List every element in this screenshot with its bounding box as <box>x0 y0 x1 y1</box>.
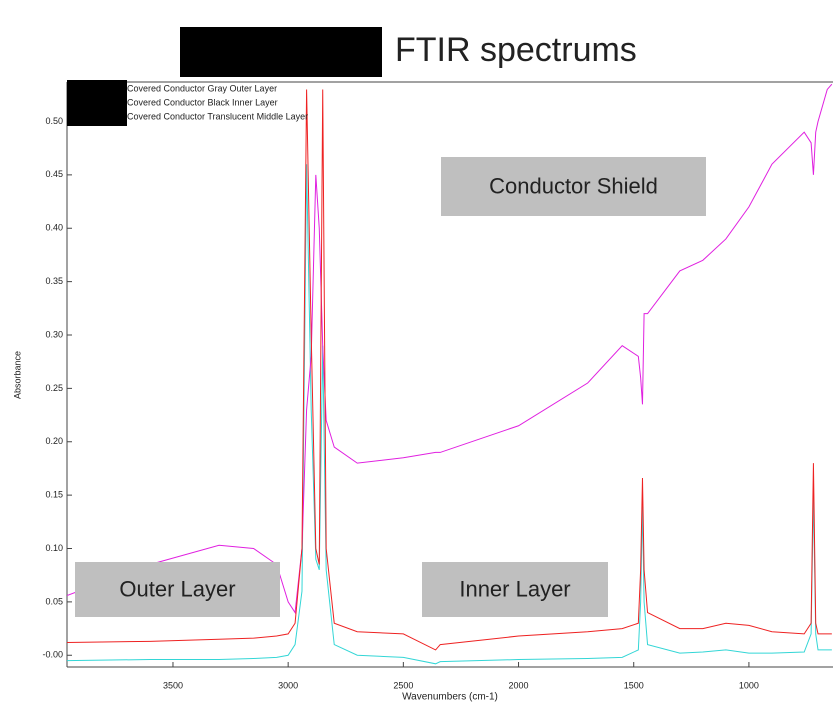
series-line <box>67 83 833 615</box>
y-tick-label: 0.35 <box>45 276 63 286</box>
x-tick-label: 2000 <box>509 680 529 690</box>
x-axis-label: Wavenumbers (cm-1) <box>402 692 498 703</box>
x-tick-label: 1000 <box>739 680 759 690</box>
legend-entry: Covered Conductor Black Inner Layer <box>127 97 278 107</box>
y-tick-label: 0.45 <box>45 169 63 179</box>
chart-title: FTIR spectrums <box>395 31 637 69</box>
y-tick-label: 0.05 <box>45 596 63 606</box>
y-tick-label: 0.50 <box>45 116 63 126</box>
y-axis-label: Absorbance <box>12 351 22 399</box>
y-tick-label: 0.10 <box>45 543 63 553</box>
plot-lines <box>67 83 833 665</box>
y-tick-label: 0.25 <box>45 383 63 393</box>
y-tick-label: 0.20 <box>45 436 63 446</box>
annotation-box <box>75 562 280 617</box>
series-line <box>67 89 832 651</box>
y-tick-label: 0.30 <box>45 329 63 339</box>
x-tick-label: 2500 <box>393 680 413 690</box>
annotation-box <box>422 562 608 617</box>
legend-entry: Covered Conductor Gray Outer Layer <box>127 83 277 93</box>
annotation-box <box>441 157 706 216</box>
annotation-text: Inner Layer <box>459 576 570 601</box>
x-tick-label: 3000 <box>278 680 298 690</box>
x-tick-label: 1500 <box>624 680 644 690</box>
y-tick-label: 0.15 <box>45 490 63 500</box>
series-line <box>67 164 832 665</box>
y-tick-label: 0.40 <box>45 223 63 233</box>
redaction <box>180 27 382 77</box>
annotation-text: Outer Layer <box>119 576 235 601</box>
y-tick-label: -0.00 <box>42 650 63 660</box>
legend-redaction <box>67 80 127 126</box>
annotation-text: Conductor Shield <box>489 173 658 198</box>
x-tick-label: 3500 <box>163 680 183 690</box>
legend-entry: Covered Conductor Translucent Middle Lay… <box>127 111 308 121</box>
